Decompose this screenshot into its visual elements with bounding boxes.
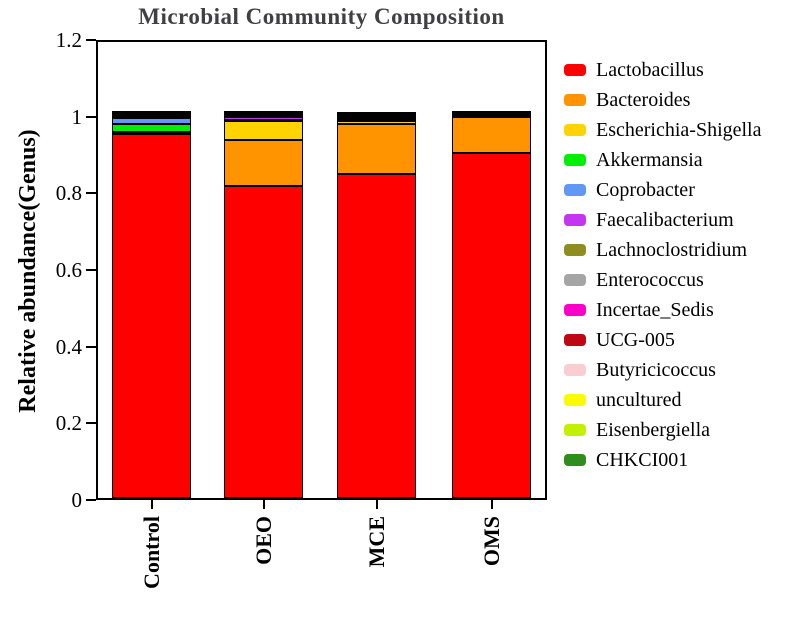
plot-area (96, 40, 547, 500)
bar-segment (112, 114, 191, 117)
legend-label: UCG-005 (596, 329, 675, 351)
legend-label: Coprobacter (596, 179, 695, 201)
y-tick-mark (86, 115, 96, 118)
bar-segment (224, 185, 303, 498)
y-tick-mark (86, 422, 96, 425)
bar-segment (224, 139, 303, 186)
y-tick-label: 0.8 (55, 181, 82, 206)
legend-swatch-icon (564, 454, 586, 466)
x-tick-mark (150, 500, 153, 509)
legend-item: Eisenbergiella (564, 415, 710, 445)
stacked-bar-oms (452, 38, 531, 498)
x-tick-mark (375, 500, 378, 509)
y-tick-mark (86, 39, 96, 41)
x-category-label: MCE (363, 516, 389, 568)
legend-item: Escherichia-Shigella (564, 115, 762, 145)
y-tick-mark (86, 192, 96, 195)
bar-segment (112, 110, 191, 113)
x-category-label: Control (138, 516, 164, 589)
bar-segment (224, 111, 303, 114)
legend-label: uncultured (596, 389, 682, 411)
legend-item: Incertae_Sedis (564, 295, 714, 325)
legend-swatch-icon (564, 274, 586, 286)
stacked-bar-mce (337, 38, 416, 498)
y-tick-mark (86, 345, 96, 348)
legend-label: Bacteroides (596, 89, 691, 111)
y-tick-label: 0.4 (55, 334, 82, 359)
bar-segment (224, 121, 303, 140)
x-category-label: OMS (478, 516, 504, 567)
legend-swatch-icon (564, 394, 586, 406)
bar-segment (112, 116, 191, 119)
bar-segment (337, 111, 416, 114)
legend-label: Butyricicoccus (596, 359, 716, 381)
bar-segment (452, 116, 531, 153)
legend-label: Eisenbergiella (596, 419, 711, 441)
legend-swatch-icon (564, 184, 586, 196)
legend-label: Lachnoclostridium (596, 239, 748, 261)
legend-item: UCG-005 (564, 325, 675, 355)
bar-segment (337, 174, 416, 498)
y-tick-label: 1 (71, 104, 83, 129)
y-tick-mark (86, 499, 96, 501)
legend-label: CHKCI001 (596, 449, 689, 471)
legend-item: Bacteroides (564, 85, 690, 115)
legend-label: Faecalibacterium (596, 209, 734, 231)
legend-item: Akkermansia (564, 145, 703, 175)
legend-item: Enterococcus (564, 265, 704, 295)
bar-segment (452, 153, 531, 498)
legend-swatch-icon (564, 64, 586, 76)
x-tick-mark (490, 500, 493, 509)
legend-swatch-icon (564, 364, 586, 376)
bar-segment (112, 133, 191, 498)
legend-label: Escherichia-Shigella (596, 119, 762, 141)
legend-label: Incertae_Sedis (596, 299, 714, 321)
legend-swatch-icon (564, 424, 586, 436)
x-tick-mark (262, 500, 265, 509)
legend-label: Lactobacillus (596, 59, 704, 81)
y-tick-label: 1.2 (55, 28, 82, 52)
x-category-label: OEO (250, 516, 276, 565)
legend-swatch-icon (564, 244, 586, 256)
stacked-bar-oeo (224, 38, 303, 498)
legend-label: Enterococcus (596, 269, 704, 291)
chart-title: Microbial Community Composition (138, 4, 505, 29)
bar-segment (112, 118, 191, 124)
legend-item: uncultured (564, 385, 682, 415)
legend-item: CHKCI001 (564, 445, 688, 475)
legend-swatch-icon (564, 304, 586, 316)
legend-swatch-icon (564, 94, 586, 106)
legend-swatch-icon (564, 334, 586, 346)
bar-segment (337, 121, 416, 125)
legend-item: Butyricicoccus (564, 355, 716, 385)
bar-segment (112, 123, 191, 132)
legend-swatch-icon (564, 214, 586, 226)
y-tick-label: 0.6 (55, 258, 82, 282)
bar-segment (337, 124, 416, 175)
stacked-bar-control (112, 38, 191, 498)
legend-swatch-icon (564, 154, 586, 166)
y-tick-mark (86, 269, 96, 271)
legend-item: Lachnoclostridium (564, 235, 747, 265)
legend-label: Akkermansia (596, 149, 703, 171)
y-tick-label: 0.2 (55, 411, 82, 436)
legend-item: Faecalibacterium (564, 205, 734, 235)
legend-swatch-icon (564, 124, 586, 136)
bar-segment (224, 116, 303, 120)
y-tick-label: 0 (71, 488, 83, 512)
bar-segment (452, 110, 531, 113)
legend-item: Coprobacter (564, 175, 695, 205)
legend-item: Lactobacillus (564, 55, 704, 85)
